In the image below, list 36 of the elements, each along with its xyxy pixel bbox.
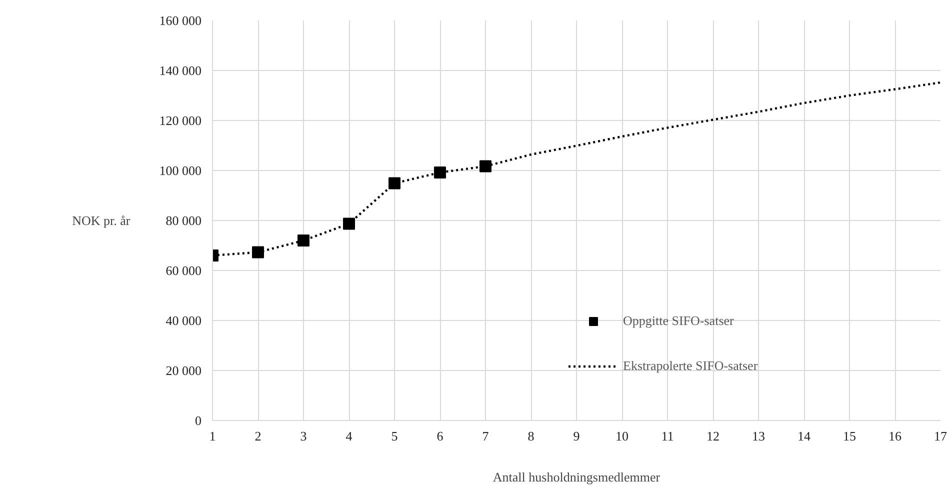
x-tick-label: 7: [482, 428, 490, 444]
point: [480, 160, 492, 172]
point: [388, 177, 400, 190]
y-tick-label: 40 000: [166, 313, 202, 328]
x-tick-label: 8: [528, 428, 534, 444]
y-axis-title: NOK pr. år: [72, 213, 131, 228]
point: [252, 246, 264, 258]
legend-label: Oppgitte SIFO-satser: [623, 313, 734, 329]
point: [434, 166, 446, 178]
legend-label: Ekstrapolerte SIFO-satser: [623, 358, 758, 374]
y-tick-label: 100 000: [159, 163, 202, 178]
point: [298, 234, 310, 246]
x-tick-label: 12: [706, 428, 720, 444]
x-tick-label: 2: [254, 428, 262, 444]
x-tick-label: 3: [300, 428, 307, 444]
x-tick-label: 1: [209, 428, 216, 444]
x-tick-label: 17: [934, 428, 948, 444]
y-tick-label: 140 000: [159, 63, 202, 78]
x-tick-label: 13: [752, 428, 765, 444]
x-tick-label: 6: [436, 428, 444, 444]
x-tick-label: 11: [661, 428, 674, 444]
x-tick-label: 15: [843, 428, 856, 444]
y-tick-label: 120 000: [159, 113, 202, 128]
point: [343, 218, 355, 230]
x-tick-label: 10: [616, 428, 628, 444]
y-tick-label: 160 000: [159, 13, 202, 28]
x-tick-label: 5: [391, 428, 398, 444]
x-tick-label: 14: [798, 428, 811, 444]
x-axis-title: Antall husholdningsmedlemmer: [492, 470, 661, 484]
y-tick-label: 20 000: [166, 363, 202, 378]
y-tick-label: 60 000: [166, 263, 202, 278]
y-tick-label: 0: [195, 413, 202, 428]
x-tick-label: 4: [346, 428, 353, 444]
x-tick-label: 9: [573, 428, 580, 444]
y-tick-label: 80 000: [166, 213, 202, 228]
x-tick-label: 16: [888, 428, 902, 444]
